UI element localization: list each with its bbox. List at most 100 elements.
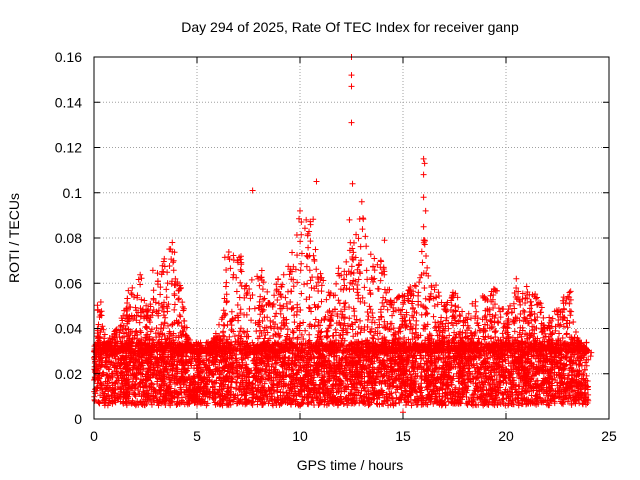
- data-point: [326, 376, 333, 383]
- data-point: [219, 402, 226, 409]
- data-point: [104, 380, 111, 387]
- data-points: [91, 54, 595, 416]
- data-point: [457, 400, 464, 407]
- data-point: [435, 368, 442, 375]
- data-point: [509, 401, 516, 408]
- data-point: [295, 359, 302, 366]
- data-point: [203, 402, 210, 409]
- data-point: [321, 401, 328, 408]
- data-point: [478, 373, 485, 380]
- data-point: [171, 358, 178, 365]
- data-point: [549, 382, 556, 389]
- data-point: [491, 366, 498, 373]
- data-point: [99, 389, 106, 396]
- data-point: [473, 360, 480, 367]
- data-point: [558, 400, 565, 407]
- data-point: [303, 353, 310, 360]
- data-point: [488, 373, 495, 380]
- data-point: [180, 381, 187, 388]
- data-point: [173, 370, 180, 377]
- data-point: [564, 398, 571, 405]
- data-point: [524, 369, 531, 376]
- data-point: [166, 360, 173, 367]
- chart-title: Day 294 of 2025, Rate Of TEC Index for r…: [181, 19, 519, 35]
- data-point: [464, 401, 471, 408]
- data-point: [347, 370, 354, 377]
- data-point: [344, 402, 351, 409]
- data-point: [418, 374, 425, 381]
- data-point: [559, 399, 566, 406]
- data-point: [552, 377, 559, 384]
- data-point: [404, 399, 411, 406]
- data-point: [530, 363, 537, 370]
- data-point: [277, 392, 284, 399]
- data-point: [131, 400, 138, 407]
- data-point: [233, 355, 240, 362]
- data-point: [95, 398, 102, 405]
- data-point: [134, 398, 141, 405]
- data-point: [130, 389, 137, 396]
- data-point: [382, 398, 389, 405]
- data-point: [417, 360, 424, 367]
- data-point: [268, 363, 275, 370]
- data-point: [432, 391, 439, 398]
- data-point: [345, 354, 352, 361]
- data-point: [316, 372, 323, 379]
- data-point: [433, 394, 440, 401]
- data-point: [458, 379, 465, 386]
- data-point: [348, 400, 355, 407]
- data-point: [445, 398, 452, 405]
- data-point: [430, 374, 437, 381]
- data-point: [343, 386, 350, 393]
- data-point: [234, 399, 241, 406]
- data-point: [515, 389, 522, 396]
- data-point: [311, 392, 318, 399]
- data-point: [398, 385, 405, 392]
- data-point: [487, 364, 494, 371]
- data-point: [233, 400, 240, 407]
- data-point: [497, 384, 504, 391]
- data-point: [99, 370, 106, 377]
- data-point: [428, 388, 435, 395]
- data-point: [383, 391, 390, 398]
- data-point: [153, 355, 160, 362]
- data-point: [420, 365, 427, 372]
- data-point: [389, 376, 396, 383]
- data-point: [358, 368, 365, 375]
- data-point: [485, 381, 492, 388]
- data-point: [95, 361, 102, 368]
- data-point: [367, 368, 374, 375]
- data-point: [197, 400, 204, 407]
- data-point: [261, 380, 268, 387]
- data-point: [505, 402, 512, 409]
- data-point: [503, 380, 510, 387]
- data-point: [452, 384, 459, 391]
- data-point: [583, 356, 590, 363]
- data-point: [295, 377, 302, 384]
- data-point: [371, 395, 378, 402]
- data-point: [570, 357, 577, 364]
- data-point: [262, 371, 269, 378]
- data-point: [563, 354, 570, 361]
- data-point: [499, 364, 506, 371]
- data-point: [233, 379, 240, 386]
- data-point: [428, 371, 435, 378]
- data-point: [529, 399, 536, 406]
- data-point: [305, 401, 312, 408]
- data-point: [502, 357, 509, 364]
- data-point: [402, 388, 409, 395]
- data-point: [582, 359, 589, 366]
- data-point: [404, 376, 411, 383]
- data-point: [141, 391, 148, 398]
- data-point: [260, 394, 267, 401]
- data-point: [304, 394, 311, 401]
- data-point: [493, 376, 500, 383]
- data-point: [487, 380, 494, 387]
- data-point: [96, 399, 103, 406]
- data-point: [355, 389, 362, 396]
- data-point: [439, 393, 446, 400]
- data-point: [342, 355, 349, 362]
- data-point: [216, 400, 223, 407]
- data-point: [261, 398, 268, 405]
- data-point: [248, 367, 255, 374]
